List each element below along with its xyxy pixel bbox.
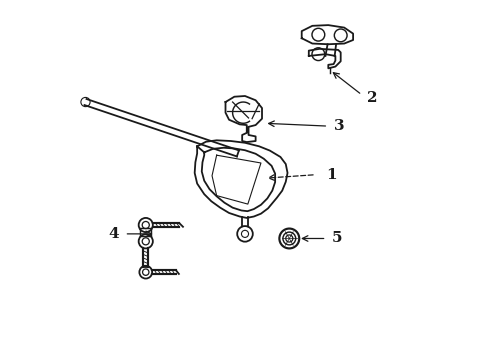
Text: 5: 5 — [332, 231, 343, 246]
Text: 3: 3 — [334, 119, 344, 133]
Bar — [141, 228, 151, 236]
Text: 1: 1 — [326, 168, 337, 182]
Text: 2: 2 — [368, 91, 378, 105]
Text: 4: 4 — [109, 227, 119, 241]
